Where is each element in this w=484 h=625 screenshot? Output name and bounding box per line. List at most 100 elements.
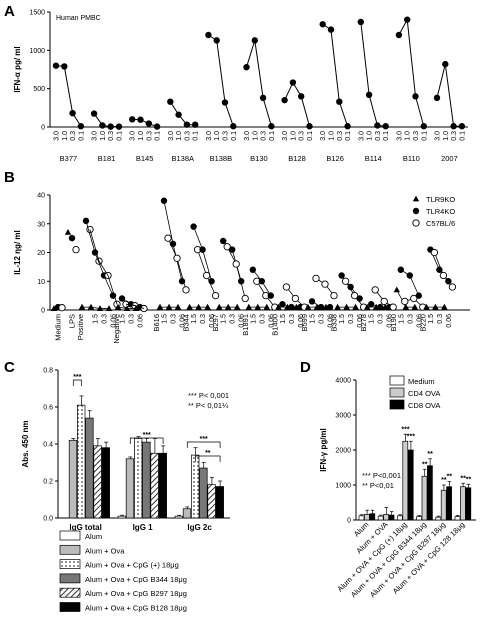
panel-b-group-label: B190 (389, 314, 398, 332)
panel-a-point (213, 37, 220, 44)
panel-d-legend-swatch (389, 375, 405, 386)
panel-a-group-label: B145 (136, 154, 154, 163)
panel-a-dose-label: 3.0 (54, 131, 61, 141)
panel-d-y-tick-label: 4000 (335, 378, 351, 385)
panel-b-point-tlr9ko (245, 303, 252, 310)
panel-a-dose-label: 1.0 (329, 131, 336, 141)
panel-b-point-tlr4ko (238, 278, 245, 285)
panel-d-bar (460, 486, 466, 521)
panel-b-dose-label: 0.3 (407, 314, 414, 324)
panel-b-point-tlr9ko (423, 303, 430, 310)
panel-a-group-label: B138B (210, 154, 233, 163)
panel-d-y-label: IFN-γ pg/ml (319, 428, 328, 472)
panel-b-point-tlr4ko (308, 298, 316, 305)
panel-b-point-tlr9ko (96, 305, 104, 311)
panel-a-point (420, 123, 427, 130)
panel-b-point-tlr9ko (50, 305, 58, 311)
panel-a-point (77, 123, 85, 130)
panel-c-bar (68, 439, 78, 519)
panel-b-point-c57bl6 (341, 277, 350, 285)
panel-a-point (243, 63, 250, 71)
panel-a-group-label: 2007 (441, 154, 458, 163)
panel-d-y-tick-label: 3000 (335, 413, 351, 420)
panel-a-annotation: Human PMBC (56, 15, 101, 22)
panel-b-dose-label: 1.5 (280, 314, 287, 324)
panel-a-point (306, 123, 313, 130)
panel-b-point-tlr4ko (415, 292, 422, 299)
panel-c-y-tick-label: 0.4 (43, 442, 53, 449)
panel-c-sig-label: *** (200, 436, 208, 443)
panel-a-dose-label: 0.1 (269, 131, 276, 141)
panel-d-sig-label: ** (422, 461, 428, 468)
panel-b-point-c57bl6 (380, 297, 388, 306)
panel-a-dose-label: 0.3 (375, 131, 382, 141)
panel-a-point (442, 60, 449, 68)
panel-a-point (327, 26, 335, 33)
panel-b-dose-label: 0.06 (328, 314, 335, 328)
panel-a-point (145, 120, 152, 127)
panel-a-dose-label: 3.0 (396, 131, 403, 141)
panel-b-point-tlr4ko (220, 237, 227, 245)
panel-b-point-tlr9ko (87, 303, 95, 310)
panel-d-legend-label: Medium (408, 377, 435, 386)
panel-d-bar (402, 440, 409, 521)
panel-a-y-tick-label: 1500 (29, 10, 45, 17)
panel-b-dose-label: 0.3 (319, 314, 326, 324)
panel-b-point-c57bl6 (389, 303, 397, 311)
panel-c-bar (207, 484, 216, 519)
panel-b-point-tlr9ko (234, 303, 241, 310)
panel-b-dose-label: 0.3 (437, 314, 444, 324)
panel-b-point-tlr4ko (368, 301, 375, 308)
panel-a-dose-label: 1.0 (443, 131, 450, 141)
panel-b-dose-label: 1.5 (369, 314, 376, 324)
panel-a-group-label: B126 (326, 154, 344, 163)
panel-d-bar (377, 515, 384, 521)
panel-a-point (365, 91, 373, 99)
panel-d-sig-label: ** (447, 474, 453, 481)
panel-a-point (281, 96, 288, 104)
panel-b-point-tlr4ko (169, 240, 177, 248)
panel-a-dose-label: 1.0 (405, 131, 412, 141)
panel-b-point-tlr9ko (225, 303, 232, 310)
panel-c-legend-label: Alum (85, 532, 102, 541)
panel-b-y-tick-label: 40 (37, 193, 45, 200)
panel-c-legend-swatch (59, 530, 81, 541)
panel-b-point-tlr9ko (105, 305, 113, 311)
panel-c-legend-label: Alum + Ova + CpG B128 18μg (85, 604, 187, 613)
panel-b-point-c57bl6 (182, 286, 190, 294)
panel-a-series-line (360, 21, 386, 127)
panel-d-y-tick-label: 2000 (335, 448, 351, 455)
panel-a-dose-label: 3.0 (168, 131, 175, 141)
panel-d-bar (383, 514, 389, 521)
panel-letter-c: C (4, 359, 15, 376)
panel-a-group-label: B110 (403, 154, 420, 163)
panel-b-dose-label: 0.3 (289, 314, 296, 324)
panel-b-point-tlr4ko (249, 266, 256, 273)
panel-c-chart: 0.0 0.2 0.4 0.6 0.8 Abs. 450 nm IgG total IgG 1… (21, 368, 230, 613)
panel-a-dose-label: 3.0 (435, 131, 442, 141)
panel-a-dose-label: 3.0 (92, 131, 99, 141)
panel-c-bar (174, 515, 183, 519)
panel-b-point-c57bl6 (291, 294, 300, 303)
panel-b-point-c57bl6 (448, 283, 457, 291)
panel-b-group-label: B338 (330, 314, 339, 332)
panel-a-series-line (436, 64, 462, 127)
panel-c-bar (77, 404, 86, 519)
panel-d-note: *** P<0,001 (362, 471, 401, 480)
panel-c-y-tick-label: 0.0 (43, 516, 53, 523)
panel-b-point-tlr9ko (441, 303, 448, 310)
panel-a-dose-label: 0.3 (451, 131, 458, 141)
panel-c-bar (150, 452, 159, 519)
panel-b-point-tlr9ko (156, 303, 164, 310)
panel-b-point-c57bl6 (401, 297, 409, 306)
panel-d-legend-swatch (389, 387, 405, 398)
panel-a-point (52, 62, 60, 69)
panel-b-point-tlr4ko (347, 283, 354, 291)
panel-a-point (336, 98, 343, 105)
panel-a-dose-label: 0.1 (345, 131, 352, 141)
panel-b-dose-label: 1.5 (221, 314, 228, 324)
panel-a-dose-label: 0.1 (231, 131, 238, 141)
panel-a-dose-label: 0.1 (459, 131, 466, 141)
panel-b-point-c57bl6 (412, 219, 420, 227)
